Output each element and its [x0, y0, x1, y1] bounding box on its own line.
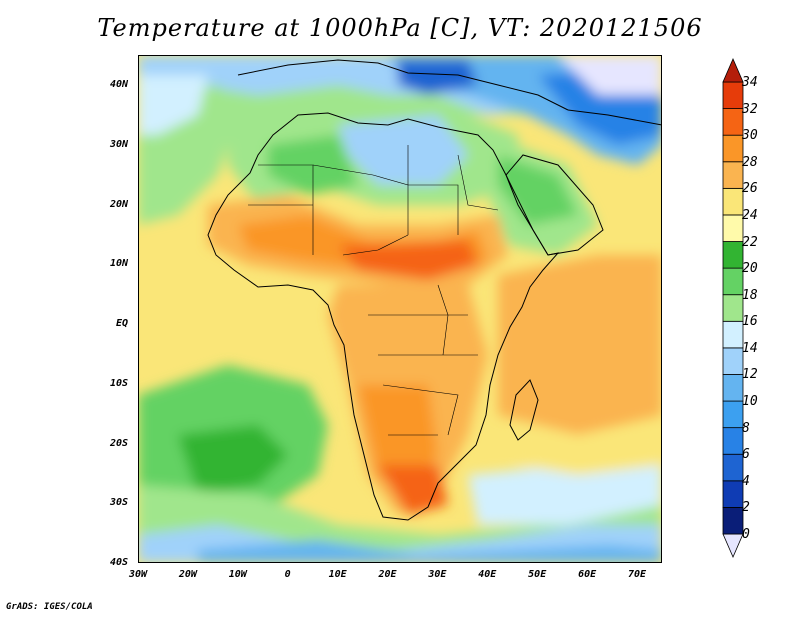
colorbar-segment — [722, 347, 744, 375]
colorbar-level-label: 2 — [742, 500, 750, 516]
map-frame — [138, 55, 662, 563]
colorbar-segment — [722, 187, 744, 216]
country-borders — [248, 145, 499, 436]
colorbar-level-label: 6 — [742, 447, 750, 463]
colorbar-level-label: 12 — [742, 367, 758, 383]
colorbar-level-label: 22 — [742, 234, 758, 250]
colorbar-segment — [722, 427, 744, 455]
colorbar-segment — [722, 134, 744, 163]
lat-tick-label: 10N — [109, 258, 128, 270]
colorbar-min-triangle — [722, 533, 744, 558]
colorbar-level-label: 24 — [742, 207, 758, 223]
colorbar-segment — [722, 214, 744, 242]
colorbar-level-label: 26 — [742, 181, 758, 197]
lat-tick-label: EQ — [115, 318, 128, 329]
lat-tick-label: 30N — [109, 138, 128, 150]
colorbar-level-label: 28 — [742, 154, 758, 170]
lon-tick-label: 20E — [378, 569, 397, 580]
colorbar-segment — [722, 320, 744, 349]
lon-tick-label: 30W — [128, 569, 148, 580]
colorbar-segment — [722, 267, 744, 296]
colorbar-level-label: 0 — [742, 527, 750, 542]
colorbar-level-label: 16 — [742, 314, 758, 330]
colorbar-level-label: 30 — [742, 128, 758, 144]
colorbar-segment — [722, 81, 744, 109]
lon-tick-label: 20W — [178, 569, 197, 580]
lat-tick-label: 20S — [109, 437, 128, 449]
colorbar-segment — [722, 108, 744, 136]
colorbar-segment — [722, 507, 744, 535]
lat-tick-label: 40S — [109, 557, 128, 568]
colorbar-segment — [722, 374, 744, 402]
colorbar-level-label: 4 — [742, 473, 750, 489]
lon-tick-label: 10W — [228, 569, 247, 580]
lat-tick-label: 20N — [109, 198, 128, 210]
lon-tick-label: 30E — [428, 569, 447, 580]
colorbar-level-label: 8 — [742, 420, 750, 436]
colorbar — [722, 58, 744, 558]
colorbar-segment — [722, 294, 744, 322]
lat-tick-label: 10S — [109, 377, 128, 389]
lat-tick-label: 30S — [109, 497, 128, 509]
colorbar-level-label: 18 — [742, 287, 758, 303]
lon-tick-label: 70E — [627, 569, 647, 580]
colorbar-segment — [722, 480, 744, 508]
coastlines — [207, 59, 662, 521]
lon-tick-label: 0 — [284, 569, 291, 580]
lon-tick-label: 60E — [578, 569, 597, 580]
colorbar-level-label: 14 — [742, 340, 758, 356]
colorbar-segment — [722, 453, 744, 482]
lat-tick-label: 40N — [109, 79, 128, 90]
lon-tick-label: 50E — [528, 569, 547, 580]
colorbar-segment — [722, 161, 744, 189]
colorbar-level-label: 34 — [742, 75, 758, 90]
lon-tick-label: 40E — [478, 569, 497, 580]
colorbar-level-label: 10 — [742, 394, 758, 410]
lon-tick-label: 10E — [328, 569, 347, 580]
colorbar-segment — [722, 400, 744, 429]
colorbar-segment — [722, 241, 744, 269]
colorbar-level-label: 20 — [742, 261, 758, 277]
colorbar-max-triangle — [722, 58, 744, 83]
map-title: Temperature at 1000hPa [C], VT: 20201215… — [97, 14, 703, 42]
grads-credit: GrADS: IGES/COLA — [6, 602, 93, 612]
temperature-map — [138, 55, 662, 563]
colorbar-level-label: 32 — [742, 101, 758, 117]
